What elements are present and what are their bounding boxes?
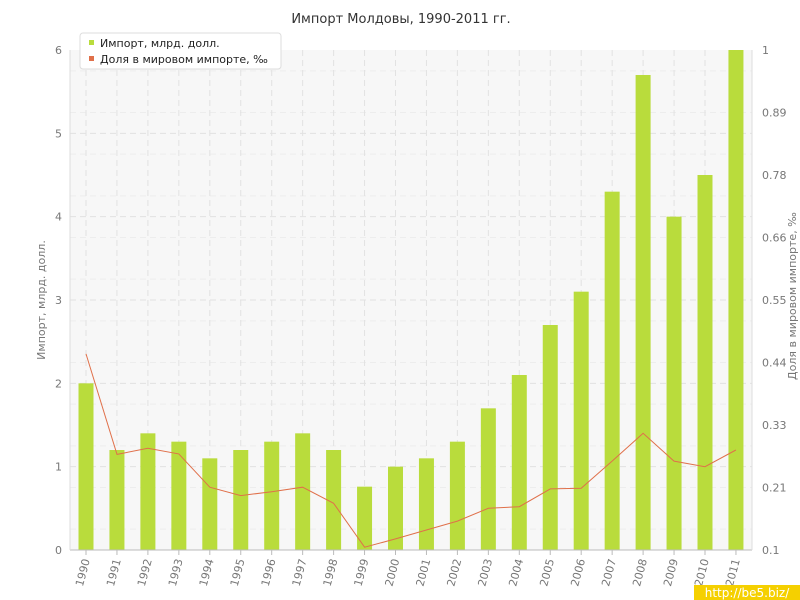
bar <box>480 408 496 550</box>
x-tick-label: 2008 <box>630 557 650 587</box>
x-tick-label: 2002 <box>444 557 464 587</box>
y-tick-label: 0 <box>55 544 62 557</box>
y-tick-label: 3 <box>55 294 62 307</box>
x-tick-label: 1999 <box>352 557 372 587</box>
y2-tick-label: 1 <box>762 44 769 57</box>
bar <box>635 75 651 550</box>
line-series <box>85 353 737 548</box>
watermark[interactable]: http://be5.biz/ <box>705 586 790 600</box>
legend-box <box>79 32 282 70</box>
y2-tick-label: 0.78 <box>762 169 787 182</box>
bar <box>542 325 558 550</box>
bar <box>511 375 527 550</box>
bar <box>140 433 156 550</box>
legend-swatch-import <box>89 40 94 45</box>
bar <box>78 383 94 550</box>
bar <box>233 450 249 550</box>
y-tick-label: 6 <box>55 44 62 57</box>
axes <box>69 50 753 555</box>
bar <box>728 50 744 550</box>
y2-axis-ticks: 0.1 0.21 0.33 0.44 0.55 0.66 0.78 0.89 1 <box>762 44 787 557</box>
bar <box>171 441 187 550</box>
bar <box>604 191 620 550</box>
bar <box>109 450 125 550</box>
x-tick-label: 2005 <box>537 557 557 587</box>
bar <box>449 441 465 550</box>
y-axis-ticks: 0 1 2 3 4 5 6 <box>55 44 62 557</box>
bar <box>295 433 311 550</box>
legend[interactable]: Импорт, млрд. долл. Доля в мировом импор… <box>79 32 282 70</box>
bar <box>418 458 434 550</box>
x-tick-label: 2007 <box>599 557 619 587</box>
watermark-background <box>694 585 800 600</box>
y2-tick-label: 0.21 <box>762 482 787 495</box>
y2-tick-label: 0.89 <box>762 107 787 120</box>
x-tick-label: 1998 <box>321 557 341 587</box>
x-tick-label: 1996 <box>259 557 279 587</box>
x-tick-label: 2010 <box>692 557 712 587</box>
bar <box>357 486 373 550</box>
x-tick-label: 1995 <box>228 557 248 587</box>
legend-label-share: Доля в мировом импорте, ‰ <box>100 53 268 66</box>
bar-series <box>78 50 744 550</box>
legend-swatch-share <box>89 56 94 61</box>
y-tick-label: 5 <box>55 127 62 140</box>
y-tick-label: 4 <box>55 211 62 224</box>
x-tick-label: 1994 <box>197 557 217 587</box>
bar <box>264 441 280 550</box>
x-tick-label: 2000 <box>383 557 403 587</box>
bar <box>573 291 589 550</box>
y-tick-label: 2 <box>55 377 62 390</box>
y2-axis-label: Доля в мировом импорте, ‰ <box>786 212 799 380</box>
share-line <box>85 353 737 548</box>
x-tick-label: 2006 <box>568 557 588 587</box>
chart-title: Импорт Молдовы, 1990-2011 гг. <box>291 12 510 27</box>
y2-tick-label: 0.66 <box>762 232 787 245</box>
y2-tick-label: 0.44 <box>762 357 787 370</box>
x-tick-label: 1992 <box>135 557 155 587</box>
x-tick-label: 1997 <box>290 557 310 587</box>
x-tick-label: 1990 <box>73 557 93 587</box>
x-tick-label: 2011 <box>723 557 743 587</box>
bar <box>202 458 218 550</box>
bar <box>388 466 403 550</box>
x-tick-label: 1991 <box>104 557 124 587</box>
y2-tick-label: 0.55 <box>762 294 787 307</box>
y-axis-label: Импорт, млрд. долл. <box>35 240 48 360</box>
x-tick-label: 2004 <box>506 557 526 587</box>
y-tick-label: 1 <box>55 461 62 474</box>
y2-tick-label: 0.1 <box>762 544 780 557</box>
x-axis-ticks: 1990 1991 1992 1993 1994 1995 1996 1997 1998 1999… <box>73 557 743 587</box>
bar <box>666 216 682 550</box>
legend-label-import: Импорт, млрд. долл. <box>100 37 220 50</box>
y2-tick-label: 0.33 <box>762 419 787 432</box>
x-tick-label: 2003 <box>475 557 495 587</box>
x-tick-label: 1993 <box>166 557 186 587</box>
x-tick-label: 2001 <box>414 557 434 587</box>
x-tick-label: 2009 <box>661 557 681 587</box>
bar <box>697 175 713 550</box>
bar <box>326 450 342 550</box>
